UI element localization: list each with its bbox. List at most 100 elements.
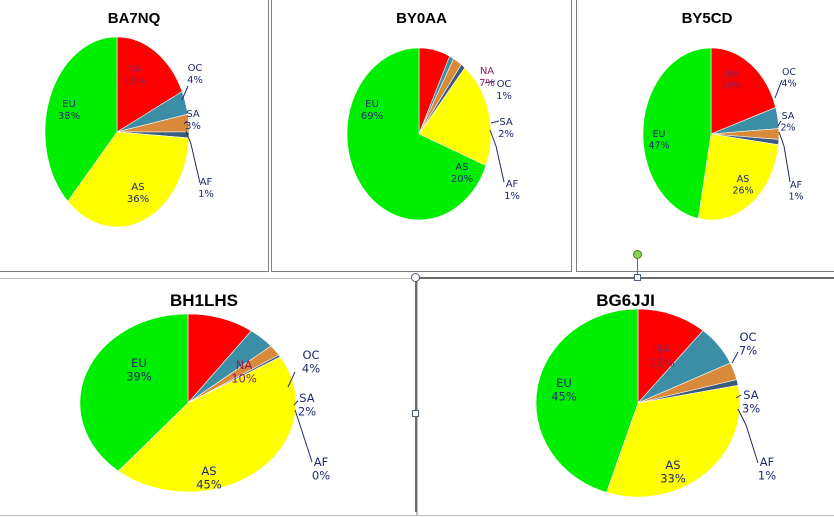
data-label-na: NA 11% — [649, 342, 675, 370]
pie-slice-na — [116, 36, 183, 133]
data-label-category: OC — [782, 67, 796, 78]
leader-line-oc — [731, 351, 739, 364]
leader-line-af — [489, 129, 505, 183]
pie-slice-as — [117, 356, 297, 493]
chart-title: BH1LHS — [169, 291, 238, 310]
data-label-oc: OC 7% — [739, 330, 757, 358]
data-label-af: AF 1% — [504, 179, 520, 202]
data-label-category: EU — [62, 99, 76, 110]
data-label-category: SA — [186, 109, 200, 120]
pie-chart-svg: NA 10% OC 4% SA 2% AF 0% AS 45% EU 39% — [79, 313, 330, 493]
chart-panel-ba7nq[interactable]: BA7NQ NA 18% OC 4% SA 3% AF 1% AS 36% EU 38% — [0, 0, 269, 272]
data-label-as: AS 26% — [732, 174, 753, 197]
data-label-category: NA — [725, 69, 739, 80]
data-label-oc: OC 4% — [302, 348, 320, 376]
data-label-category: SA — [782, 111, 795, 122]
rotate-handle-stem — [637, 258, 638, 274]
data-label-sa: SA 2% — [298, 391, 316, 419]
pie-slice-as — [606, 385, 741, 498]
pie-chart-svg: NA 20% OC 4% SA 2% AF 1% AS 26% EU 47% — [642, 47, 804, 221]
data-label-percent: 47% — [648, 141, 669, 152]
chart-panel-by5cd[interactable]: BY5CD NA 20% OC 4% SA 2% AF 1% AS 26% EU 47% — [576, 0, 834, 272]
leader-line-af — [778, 131, 791, 183]
data-label-percent: 0% — [312, 469, 330, 483]
data-label-na: NA 18% — [124, 64, 146, 87]
leader-line-af — [294, 409, 313, 463]
selection-frame-left — [415, 277, 417, 512]
leader-line-sa — [490, 120, 500, 124]
data-label-na: NA 10% — [231, 358, 257, 386]
selection-frame-top — [417, 277, 834, 279]
data-label-percent: 1% — [788, 192, 803, 203]
data-label-percent: 7% — [739, 344, 757, 358]
leader-line-sa — [183, 120, 188, 125]
data-label-percent: 39% — [126, 370, 152, 384]
data-label-af: AF 1% — [198, 177, 214, 200]
data-label-percent: 4% — [187, 75, 203, 86]
data-label-percent: 45% — [196, 478, 222, 492]
data-label-percent: 3% — [742, 402, 760, 416]
chart-panel-bh1lhs[interactable]: BH1LHS NA 10% OC 4% SA 2% AF 0% AS 45% EU 39% — [0, 278, 417, 516]
data-label-as: AS 36% — [127, 182, 149, 205]
data-label-category: SA — [743, 388, 759, 402]
chart-panel-by0aa[interactable]: BY0AA NA 7% OC 1% SA 2% AF 1% AS 20% EU 69% — [271, 0, 572, 272]
data-label-sa: SA 3% — [185, 109, 201, 132]
data-label-as: AS 20% — [451, 162, 473, 185]
data-label-category: AF — [760, 455, 774, 469]
pie-slice-eu — [346, 47, 487, 221]
data-label-category: AF — [314, 455, 328, 469]
data-label-af: AF 1% — [788, 180, 803, 203]
leader-line-oc — [484, 80, 496, 84]
data-label-percent: 18% — [124, 76, 146, 87]
data-label-percent: 20% — [451, 174, 473, 185]
data-label-sa: SA 2% — [780, 111, 795, 134]
data-label-eu: EU 69% — [361, 99, 383, 122]
chart-title: BY0AA — [396, 10, 447, 27]
data-label-percent: 10% — [231, 372, 257, 386]
data-label-sa: SA 2% — [498, 117, 514, 140]
data-label-na: NA 7% — [479, 66, 495, 89]
leader-line-sa — [293, 400, 299, 406]
chart-panel-bg6jji[interactable]: BG6JJI NA 11% OC 7% SA 3% AF 1% AS 33% EU 45% — [417, 278, 834, 516]
data-label-category: NA — [480, 66, 494, 77]
data-label-percent: 2% — [298, 405, 316, 419]
data-label-percent: 2% — [780, 123, 795, 134]
data-label-category: AF — [790, 180, 802, 191]
leader-line-sa — [735, 394, 742, 399]
pie-chart-svg: NA 18% OC 4% SA 3% AF 1% AS 36% EU 38% — [44, 36, 214, 228]
leader-line-oc — [774, 79, 783, 99]
chart-title: BA7NQ — [107, 10, 161, 27]
data-label-percent: 69% — [361, 111, 383, 122]
data-label-category: AS — [665, 458, 680, 472]
pie-slice-eu — [535, 308, 639, 493]
chart-title: BG6JJI — [596, 291, 655, 310]
data-label-percent: 1% — [758, 469, 776, 483]
corner-resize-handle[interactable] — [411, 273, 420, 282]
leader-line-af — [737, 408, 759, 464]
data-label-percent: 36% — [127, 194, 149, 205]
leader-line-oc — [181, 85, 189, 101]
pie-slice-as — [67, 131, 190, 228]
chart-title: BY5CD — [681, 10, 733, 27]
pie-slice-as — [697, 133, 779, 221]
data-label-percent: 38% — [58, 111, 80, 122]
data-label-category: NA — [128, 64, 142, 75]
data-label-as: AS 33% — [660, 458, 686, 486]
data-label-percent: 4% — [302, 362, 320, 376]
data-label-category: EU — [556, 376, 572, 390]
data-label-category: EU — [131, 356, 147, 370]
data-label-category: SA — [499, 117, 513, 128]
data-label-category: OC — [497, 79, 512, 90]
data-label-percent: 26% — [732, 186, 753, 197]
pie-slice-eu — [642, 47, 712, 219]
data-label-eu: EU 39% — [126, 356, 152, 384]
data-label-percent: 45% — [551, 390, 577, 404]
data-label-percent: 3% — [185, 121, 201, 132]
left-resize-handle[interactable] — [412, 410, 419, 417]
pie-slice-na — [710, 47, 777, 135]
top-resize-handle[interactable] — [634, 274, 641, 281]
data-label-category: SA — [299, 391, 315, 405]
data-label-category: EU — [653, 129, 666, 140]
data-label-percent: 7% — [479, 78, 495, 89]
leader-line-af — [185, 130, 201, 184]
